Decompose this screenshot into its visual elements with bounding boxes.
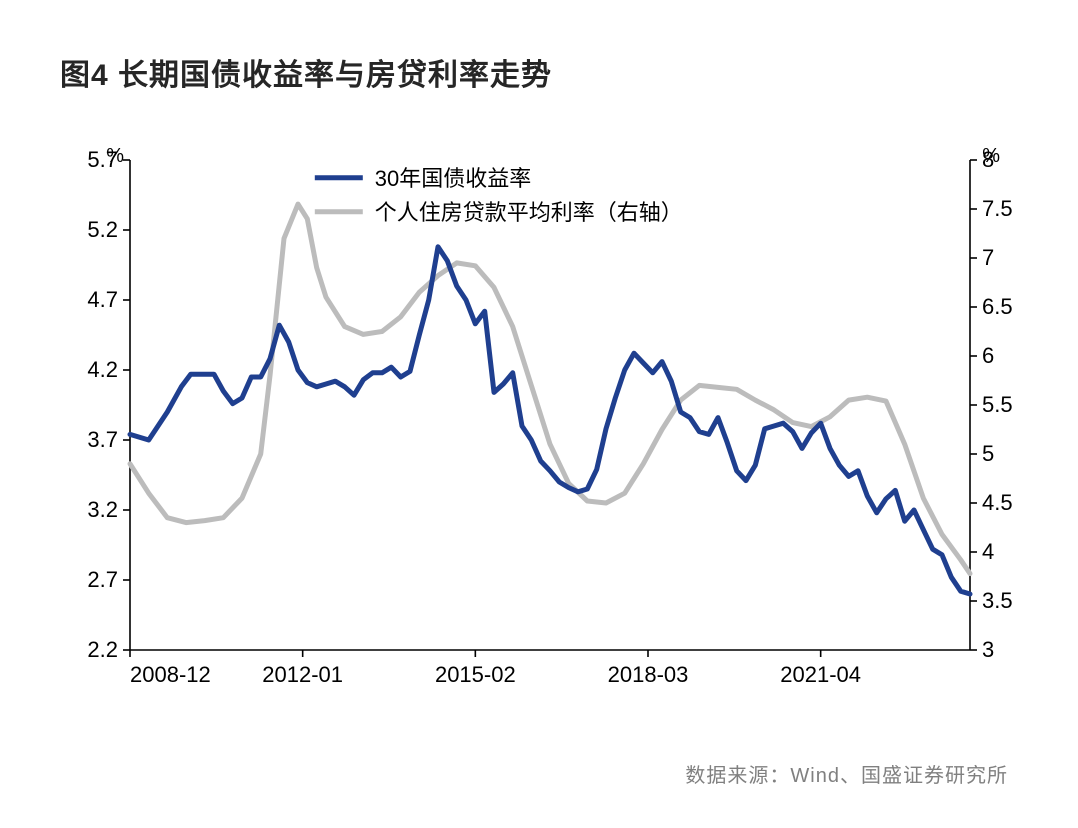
plot-background (50, 140, 1050, 710)
right-tick-label: 4 (982, 539, 994, 564)
right-tick-label: 3 (982, 637, 994, 662)
chart-area: 2.22.73.23.74.24.75.25.7%33.544.555.566.… (50, 140, 1050, 710)
chart-title: 图4 长期国债收益率与房贷利率走势 (60, 50, 552, 94)
right-tick-label: 3.5 (982, 588, 1013, 613)
x-tick-label: 2012-01 (262, 662, 343, 687)
x-tick-label: 2015-02 (435, 662, 516, 687)
x-tick-label: 2008-12 (130, 662, 211, 687)
left-tick-label: 2.7 (87, 567, 118, 592)
x-tick-label: 2018-03 (608, 662, 689, 687)
data-source-label: 数据来源：Wind、国盛证券研究所 (685, 759, 1008, 788)
left-tick-label: 4.2 (87, 357, 118, 382)
right-tick-label: 6 (982, 343, 994, 368)
left-tick-label: 3.2 (87, 497, 118, 522)
left-tick-label: 5.2 (87, 217, 118, 242)
left-axis-unit: % (106, 145, 124, 167)
legend-label: 个人住房贷款平均利率（右轴） (375, 200, 683, 225)
right-tick-label: 7 (982, 245, 994, 270)
left-tick-label: 3.7 (87, 427, 118, 452)
right-tick-label: 5.5 (982, 392, 1013, 417)
figure-container: 图4 长期国债收益率与房贷利率走势 2.2 2.7 3.2 3.7 4.2 4.7 5.2 5… (0, 0, 1078, 828)
chart-svg: 2.22.73.23.74.24.75.25.7%33.544.555.566.… (50, 140, 1050, 710)
right-tick-label: 7.5 (982, 196, 1013, 221)
legend-label: 30年国债收益率 (375, 166, 531, 191)
left-tick-label: 2.2 (87, 637, 118, 662)
left-tick-label: 4.7 (87, 287, 118, 312)
right-tick-label: 5 (982, 441, 994, 466)
right-tick-label: 4.5 (982, 490, 1013, 515)
right-axis-unit: % (982, 145, 1000, 167)
x-tick-label: 2021-04 (780, 662, 861, 687)
right-tick-label: 6.5 (982, 294, 1013, 319)
